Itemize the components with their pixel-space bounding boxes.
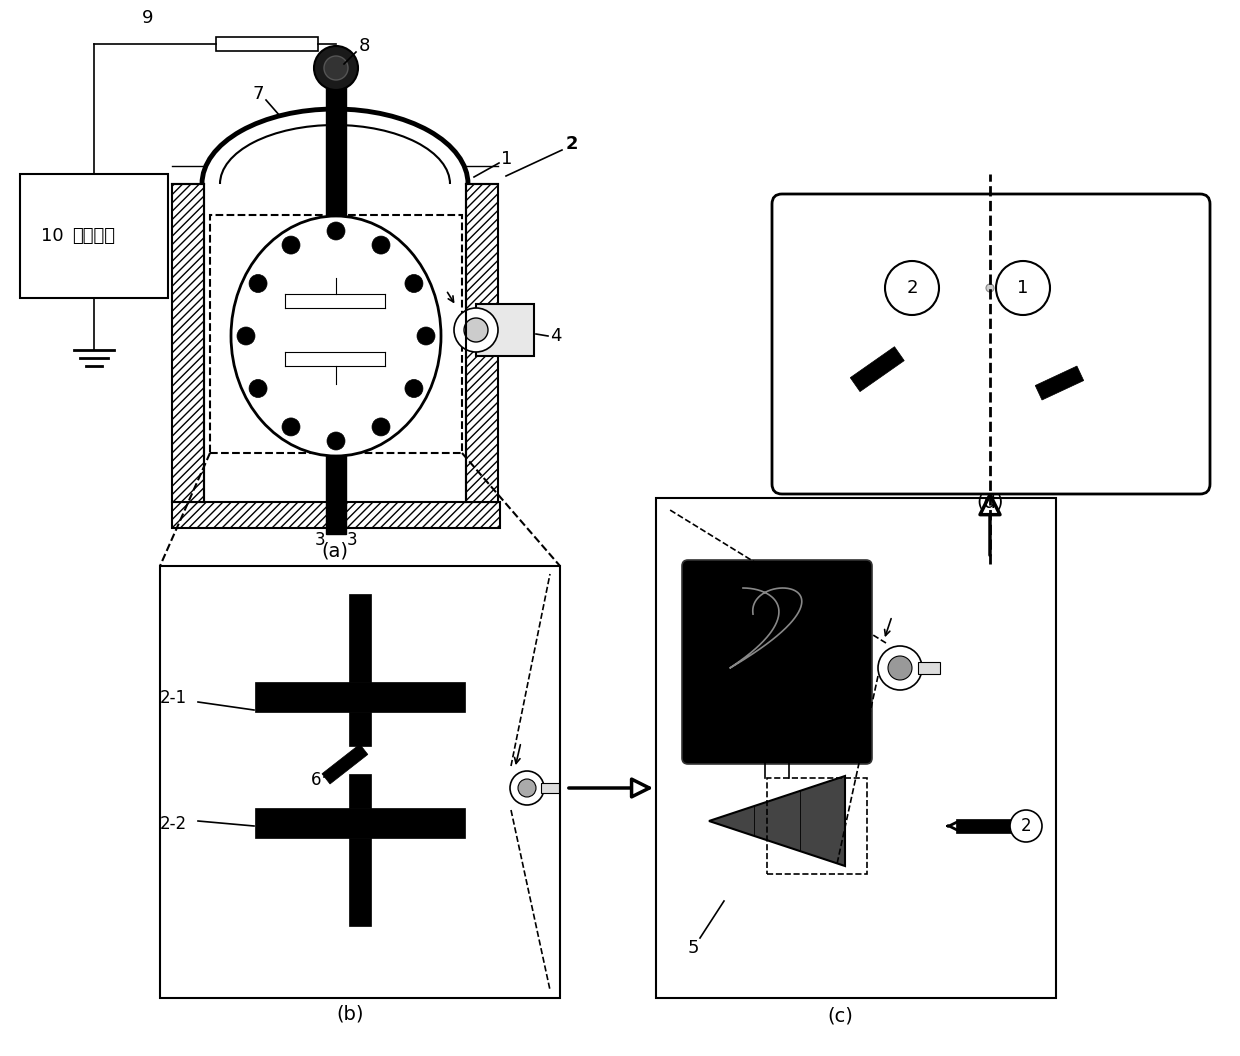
Text: 6: 6 [311, 771, 321, 789]
Bar [348, 593, 371, 682]
Circle shape [327, 432, 345, 450]
Circle shape [249, 379, 267, 397]
Text: 2: 2 [565, 135, 578, 153]
Bar [172, 184, 205, 502]
Bar [768, 778, 867, 874]
Text: (d): (d) [976, 492, 1003, 511]
Text: (a): (a) [321, 542, 348, 561]
Bar [348, 838, 371, 926]
Text: 2: 2 [1021, 817, 1032, 835]
Circle shape [464, 318, 489, 342]
Text: 1: 1 [501, 150, 512, 168]
Bar [956, 819, 1011, 833]
Bar [255, 808, 465, 838]
Text: (b): (b) [336, 1004, 363, 1023]
Bar [285, 294, 384, 308]
Bar [851, 346, 904, 392]
Circle shape [314, 46, 358, 90]
Bar [20, 174, 167, 298]
Bar [326, 65, 346, 534]
Text: 7: 7 [252, 84, 264, 103]
Bar [918, 662, 940, 674]
Bar [285, 352, 384, 366]
Circle shape [417, 327, 435, 345]
Circle shape [281, 237, 300, 254]
Ellipse shape [231, 216, 441, 456]
Text: 2-1: 2-1 [160, 689, 187, 708]
Text: 2: 2 [906, 279, 918, 297]
Text: 4: 4 [551, 327, 562, 345]
Circle shape [454, 308, 498, 352]
Circle shape [510, 771, 544, 805]
FancyArrowPatch shape [569, 779, 650, 797]
Text: (c): (c) [827, 1006, 853, 1025]
Bar [348, 774, 371, 808]
Text: 2-2: 2-2 [160, 815, 187, 833]
FancyArrowPatch shape [980, 494, 999, 555]
Text: 1: 1 [1017, 279, 1029, 297]
FancyBboxPatch shape [682, 560, 872, 763]
FancyBboxPatch shape [773, 194, 1210, 494]
Bar [255, 682, 465, 712]
Polygon shape [709, 776, 844, 866]
Bar [476, 304, 534, 356]
Bar [466, 184, 498, 502]
Text: 高压电源: 高压电源 [72, 227, 115, 245]
Circle shape [372, 237, 391, 254]
Bar [216, 37, 317, 51]
Circle shape [237, 327, 255, 345]
Bar [348, 712, 371, 746]
Circle shape [324, 56, 348, 80]
Bar [541, 782, 559, 793]
Circle shape [996, 261, 1050, 315]
Bar [172, 502, 500, 528]
Bar [160, 566, 560, 998]
Circle shape [405, 379, 423, 397]
Bar [322, 744, 368, 784]
Circle shape [372, 418, 391, 436]
Bar [1035, 366, 1084, 400]
Circle shape [249, 275, 267, 293]
Bar [656, 498, 1056, 998]
Text: 3: 3 [315, 531, 325, 549]
Circle shape [885, 261, 939, 315]
Circle shape [281, 418, 300, 436]
Text: 10: 10 [41, 227, 63, 245]
Bar [210, 215, 463, 453]
Circle shape [327, 222, 345, 240]
Text: 9: 9 [143, 10, 154, 27]
Circle shape [1011, 810, 1042, 842]
Text: 3: 3 [347, 531, 357, 549]
Circle shape [518, 779, 536, 797]
Circle shape [405, 275, 423, 293]
Circle shape [986, 284, 994, 293]
Circle shape [878, 646, 923, 690]
Text: 8: 8 [358, 37, 370, 55]
Text: 5: 5 [687, 939, 699, 957]
Circle shape [888, 656, 911, 680]
